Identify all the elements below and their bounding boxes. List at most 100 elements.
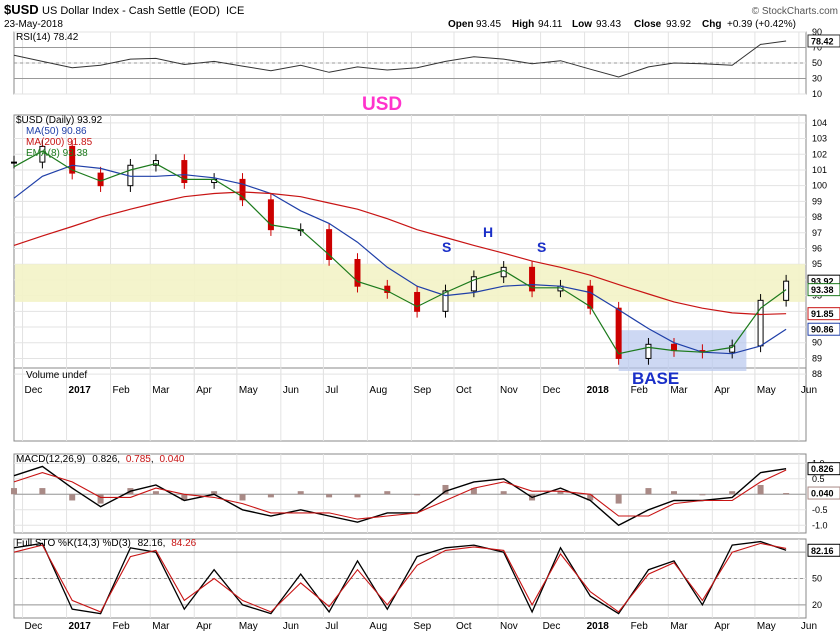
- x-tick-label-price: Feb: [113, 385, 131, 396]
- price-candle-body: [470, 276, 477, 292]
- macd-histogram-bar: [442, 484, 449, 495]
- price-tick-label: 104: [812, 118, 827, 128]
- price-candle-body: [39, 145, 46, 163]
- macd-histogram-bar: [557, 491, 564, 495]
- price-tick-label: 90: [812, 338, 822, 348]
- x-tick-label-bottom: 2018: [587, 621, 610, 632]
- macd-histogram-bar: [297, 491, 304, 495]
- macd-legend-hist: 0.040: [159, 454, 184, 465]
- high-label: High: [512, 19, 534, 30]
- ema8-last-flag: 93.38: [807, 283, 840, 297]
- sto-tick-label: 20: [812, 600, 822, 610]
- macd-tick-label: -0.5: [812, 505, 828, 515]
- price-tick-label: 95: [812, 259, 822, 269]
- ma50-last-flag-box: [807, 322, 840, 336]
- macd-histogram-bar: [267, 494, 274, 498]
- close-label: Close: [634, 19, 662, 30]
- chg-value: +0.39 (+0.42%): [727, 19, 796, 30]
- price-tick-label: 97: [812, 228, 822, 238]
- macd-histogram-bar: [671, 491, 677, 495]
- chg-label: Chg: [702, 19, 721, 30]
- volume-legend: Volume undef: [26, 370, 87, 381]
- x-tick-label-price: May: [757, 385, 776, 396]
- macd-histogram-bar: [500, 491, 507, 495]
- neckline-band: [15, 264, 805, 302]
- price-last-flag-text: 93.92: [811, 277, 834, 287]
- rsi-tick-label: 90: [812, 27, 822, 37]
- x-tick-label-price: Aug: [369, 385, 387, 396]
- x-tick-label-price: May: [239, 385, 258, 396]
- x-tick-label-bottom: Jun: [801, 621, 817, 632]
- x-tick-label-price: Jul: [325, 385, 338, 396]
- macd-last-flag-text: 0.826: [811, 464, 834, 474]
- ema8-last-flag-box: [807, 283, 840, 297]
- price-candle-body: [11, 161, 17, 164]
- rsi-last-flag-text: 78.42: [811, 36, 834, 46]
- x-tick-label-price: Mar: [670, 385, 688, 396]
- rsi-tick-label: 30: [812, 74, 822, 84]
- sto-legend-prefix: Full STO %K(14,3) %D(3): [16, 538, 131, 549]
- sto-last-flag: 82.16: [807, 543, 840, 557]
- macd-histogram-bar: [239, 494, 246, 501]
- ma200-line: [13, 191, 787, 316]
- macd-hist-flag: 0.040: [807, 486, 840, 500]
- volume-panel-frame: [13, 367, 807, 442]
- ohlc-readout: Open 93.45 High 94.11 Low 93.43 Close 93…: [448, 19, 796, 30]
- x-tick-label-price: Feb: [631, 385, 649, 396]
- price-candle-body: [529, 266, 536, 292]
- rsi-legend: RSI(14) 78.42: [16, 32, 79, 43]
- macd-histogram-bar: [181, 494, 188, 501]
- macd-histogram-bar: [39, 488, 46, 495]
- macd-tick-label: -1.0: [812, 520, 828, 530]
- ma200-last-flag: 91.85: [807, 307, 840, 321]
- macd-histogram-bar: [729, 491, 736, 495]
- sto-last-flag-box: [807, 543, 840, 557]
- price-candle-body: [414, 291, 421, 312]
- price-tick-label: 89: [812, 353, 822, 363]
- sto-tick-label: 50: [812, 574, 822, 584]
- price-candle-body: [181, 160, 188, 184]
- chart-symbol: $USD: [4, 2, 39, 17]
- macd-histogram-bar: [326, 494, 333, 498]
- price-candle-body: [587, 285, 594, 309]
- price-candle-body: [354, 258, 361, 287]
- macd-histogram-bar: [587, 494, 594, 501]
- ma50-last-flag-text: 90.86: [811, 325, 834, 335]
- price-tick-label: 88: [812, 369, 822, 379]
- macd-histogram-bar: [414, 494, 421, 496]
- annotation-left-shoulder: S: [442, 239, 451, 255]
- x-tick-label-bottom: Feb: [631, 621, 649, 632]
- macd-histogram-bar: [11, 488, 17, 495]
- sto-d-line: [13, 542, 787, 613]
- x-tick-label-price: Apr: [196, 385, 212, 396]
- macd-histogram-bar: [615, 494, 622, 504]
- rsi-tick-label: 70: [812, 43, 822, 53]
- chart-instrument-name: US Dollar Index - Cash Settle (EOD): [42, 5, 220, 17]
- macd-last-flag-box: [807, 462, 840, 476]
- x-tick-label-price: Jun: [283, 385, 299, 396]
- macd-tick-label: 0.5: [812, 474, 825, 484]
- macd-histogram-bar: [384, 491, 391, 495]
- ma50-legend: MA(50) 90.86: [26, 126, 87, 137]
- x-tick-label-price: Dec: [25, 385, 43, 396]
- x-tick-label-bottom: Dec: [543, 621, 561, 632]
- x-tick-label-bottom: Mar: [152, 621, 170, 632]
- ma200-last-flag-box: [807, 307, 840, 321]
- chart-date: 23-May-2018: [4, 19, 63, 30]
- ema8-line: [13, 150, 787, 355]
- x-tick-label-price: 2018: [587, 385, 610, 396]
- macd-histogram-bar: [470, 488, 477, 495]
- x-tick-label-price: 2017: [69, 385, 92, 396]
- annotation-base: BASE: [632, 369, 679, 388]
- price-tick-label: 96: [812, 244, 822, 254]
- chart-exchange: ICE: [226, 5, 244, 17]
- watermark: © StockCharts.com: [752, 6, 838, 17]
- macd-hist-flag-text: 0.040: [811, 489, 834, 499]
- x-tick-label-bottom: Jun: [283, 621, 299, 632]
- x-tick-label-price: Sep: [413, 385, 431, 396]
- macd-legend-value: 0.826: [92, 454, 117, 465]
- sto-k-line: [13, 540, 787, 615]
- macd-line: [13, 465, 787, 527]
- price-tick-label: 100: [812, 181, 827, 191]
- price-tick-label: 103: [812, 134, 827, 144]
